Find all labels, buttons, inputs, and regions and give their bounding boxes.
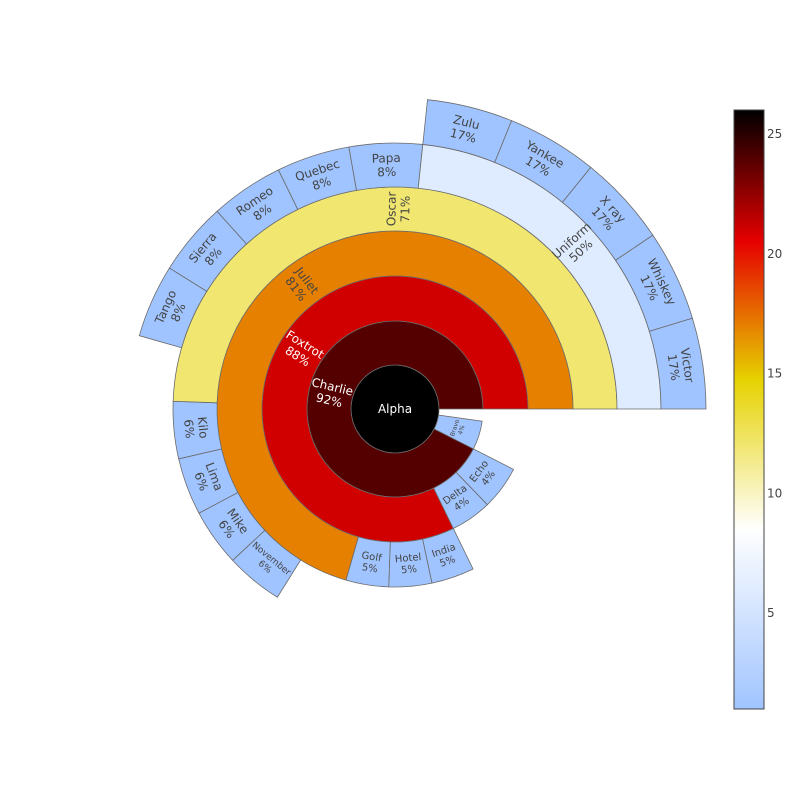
colorbar: 5 10 15 20 25 [733,109,782,710]
colorbar-ticks: 5 10 15 20 25 [767,127,782,620]
segment-bravo[interactable] [433,414,483,450]
label-name: Victor [678,347,697,384]
label-papa: Papa8% [371,151,401,180]
sunburst-plot: AlphaBravo4%Charlie92%Delta4%Echo4%Foxtr… [138,99,707,598]
label-hotel: Hotel5% [394,552,422,577]
label-oscar: Oscar71% [384,191,412,226]
label-bravo: Bravo4% [449,418,468,439]
label-percent: 6% [181,419,197,439]
colorbar-tick-label: 25 [767,127,782,141]
label-name: Zulu [452,112,481,132]
label-golf: Golf5% [359,550,383,575]
label-percent: 6% [191,470,211,493]
label-zulu: Zulu17% [448,112,481,145]
label-name: Hotel [394,552,421,565]
label-percent: 5% [361,562,378,575]
label-percent: 4% [456,424,466,435]
label-alpha: Alpha [378,402,412,416]
label-name: Golf [361,550,383,564]
label-percent: 92% [315,390,344,410]
label-percent: 8% [377,165,397,180]
segment-india[interactable] [422,528,474,584]
label-percent: 17% [448,126,477,146]
colorbar-tick-label: 5 [767,606,775,620]
label-percent: 5% [438,554,457,570]
label-name: Oscar [384,191,399,226]
colorbar-tick-label: 10 [767,486,782,500]
label-name: Papa [371,151,401,166]
label-percent: 5% [401,563,418,575]
label-percent: 71% [398,196,412,223]
segment-november[interactable] [232,529,302,598]
colorbar-tick-label: 20 [767,247,782,261]
segment-zulu[interactable] [422,99,513,163]
label-kilo: Kilo6% [181,416,211,440]
colorbar-tick-label: 15 [767,367,782,381]
segment-echo[interactable] [455,448,515,506]
colorbar-gradient [733,109,765,710]
label-name: Kilo [195,416,211,439]
label-victor: Victor17% [664,347,697,386]
label-percent: 17% [665,353,683,381]
segment-tango[interactable] [138,267,208,349]
label-percent: 8% [311,174,333,193]
label-name: Alpha [378,402,412,416]
